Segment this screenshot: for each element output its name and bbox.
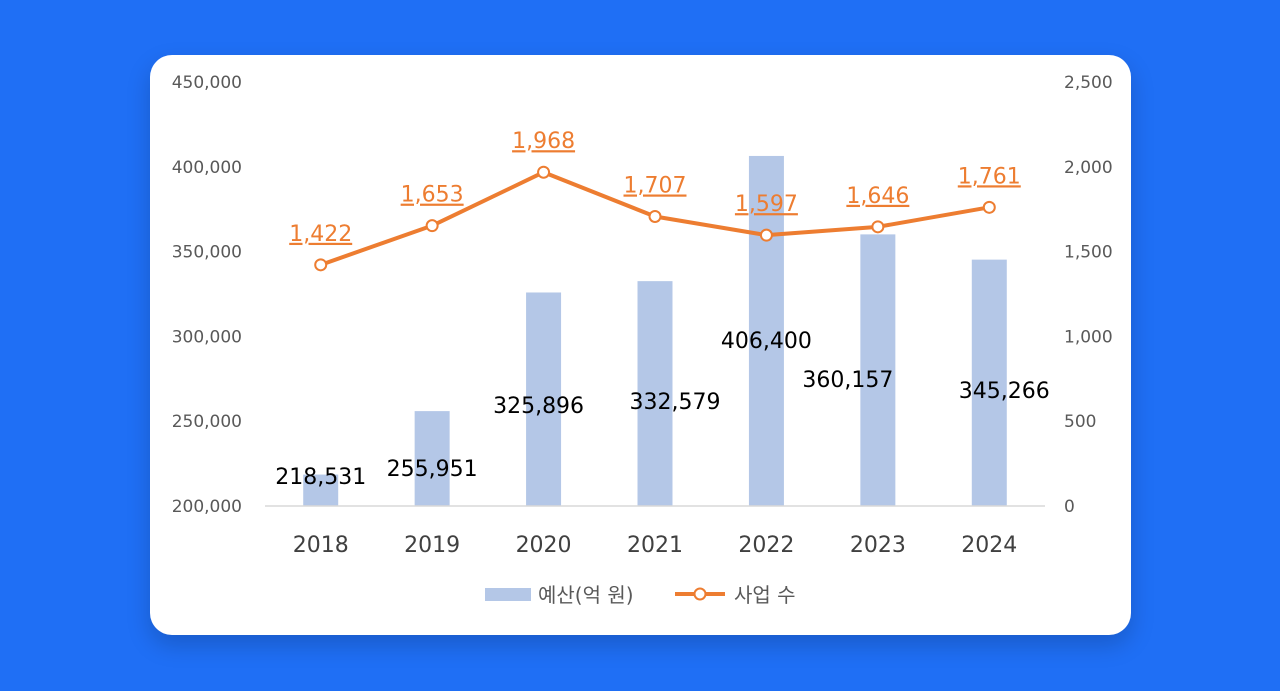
line-point bbox=[759, 228, 773, 242]
y-right-tick-label: 1,500 bbox=[1064, 243, 1113, 263]
line-data-label: 1,968 bbox=[512, 129, 575, 154]
x-tick-label: 2023 bbox=[850, 533, 906, 558]
combo-chart: 200,000 250,000 300,000 350,000 400,000 450,0… bbox=[172, 73, 1113, 607]
y-left-tick-label: 350,000 bbox=[172, 243, 242, 263]
y-right-tick-label: 2,000 bbox=[1064, 158, 1113, 178]
bar bbox=[303, 474, 339, 506]
bar bbox=[637, 281, 673, 506]
x-tick-label: 2018 bbox=[293, 533, 349, 558]
y-right-tick-label: 1,000 bbox=[1064, 327, 1113, 347]
line-point bbox=[982, 200, 996, 214]
y-left-tick-label: 450,000 bbox=[172, 73, 242, 93]
y-left-tick-label: 400,000 bbox=[172, 158, 242, 178]
bar bbox=[860, 234, 896, 507]
bar-data-label: 406,400 bbox=[721, 329, 812, 354]
y-left-tick-label: 200,000 bbox=[172, 497, 242, 517]
line-point bbox=[648, 209, 662, 223]
line-data-label: 1,761 bbox=[958, 164, 1021, 189]
x-tick-label: 2020 bbox=[516, 533, 572, 558]
legend-bar-swatch bbox=[485, 588, 531, 601]
y-left-tick-label: 250,000 bbox=[172, 412, 242, 432]
x-tick-label: 2024 bbox=[961, 533, 1017, 558]
line-data-label: 1,646 bbox=[846, 184, 909, 209]
line-data-label: 1,653 bbox=[401, 183, 464, 208]
bar bbox=[971, 259, 1007, 506]
x-tick-label: 2019 bbox=[404, 533, 460, 558]
legend-line-label: 사업 수 bbox=[734, 583, 796, 607]
bar bbox=[414, 411, 450, 506]
bar-data-label: 345,266 bbox=[959, 379, 1050, 404]
bar-data-label: 218,531 bbox=[275, 465, 366, 490]
x-tick-label: 2021 bbox=[627, 533, 683, 558]
line-point bbox=[871, 220, 885, 234]
bar-data-label: 325,896 bbox=[493, 394, 584, 419]
bar bbox=[526, 292, 562, 506]
y-right-tick-label: 500 bbox=[1064, 412, 1096, 432]
line-point bbox=[425, 219, 439, 233]
chart-card: 200,000 250,000 300,000 350,000 400,000 450,0… bbox=[150, 55, 1131, 635]
y-right-tick-label: 0 bbox=[1064, 497, 1075, 517]
legend-line-marker bbox=[693, 587, 707, 601]
line-data-label: 1,597 bbox=[735, 192, 798, 217]
bar-data-label: 360,157 bbox=[802, 368, 893, 393]
bar-data-label: 255,951 bbox=[387, 457, 478, 482]
line-point bbox=[537, 165, 551, 179]
line-data-label: 1,422 bbox=[289, 222, 352, 247]
bar bbox=[748, 155, 784, 506]
y-right-tick-label: 2,500 bbox=[1064, 73, 1113, 93]
line-data-label: 1,707 bbox=[624, 173, 687, 198]
y-left-tick-label: 300,000 bbox=[172, 327, 242, 347]
bar-data-label: 332,579 bbox=[630, 390, 721, 415]
line-point bbox=[314, 258, 328, 272]
x-tick-label: 2022 bbox=[738, 533, 794, 558]
legend-bar-label: 예산(억 원) bbox=[538, 583, 634, 607]
